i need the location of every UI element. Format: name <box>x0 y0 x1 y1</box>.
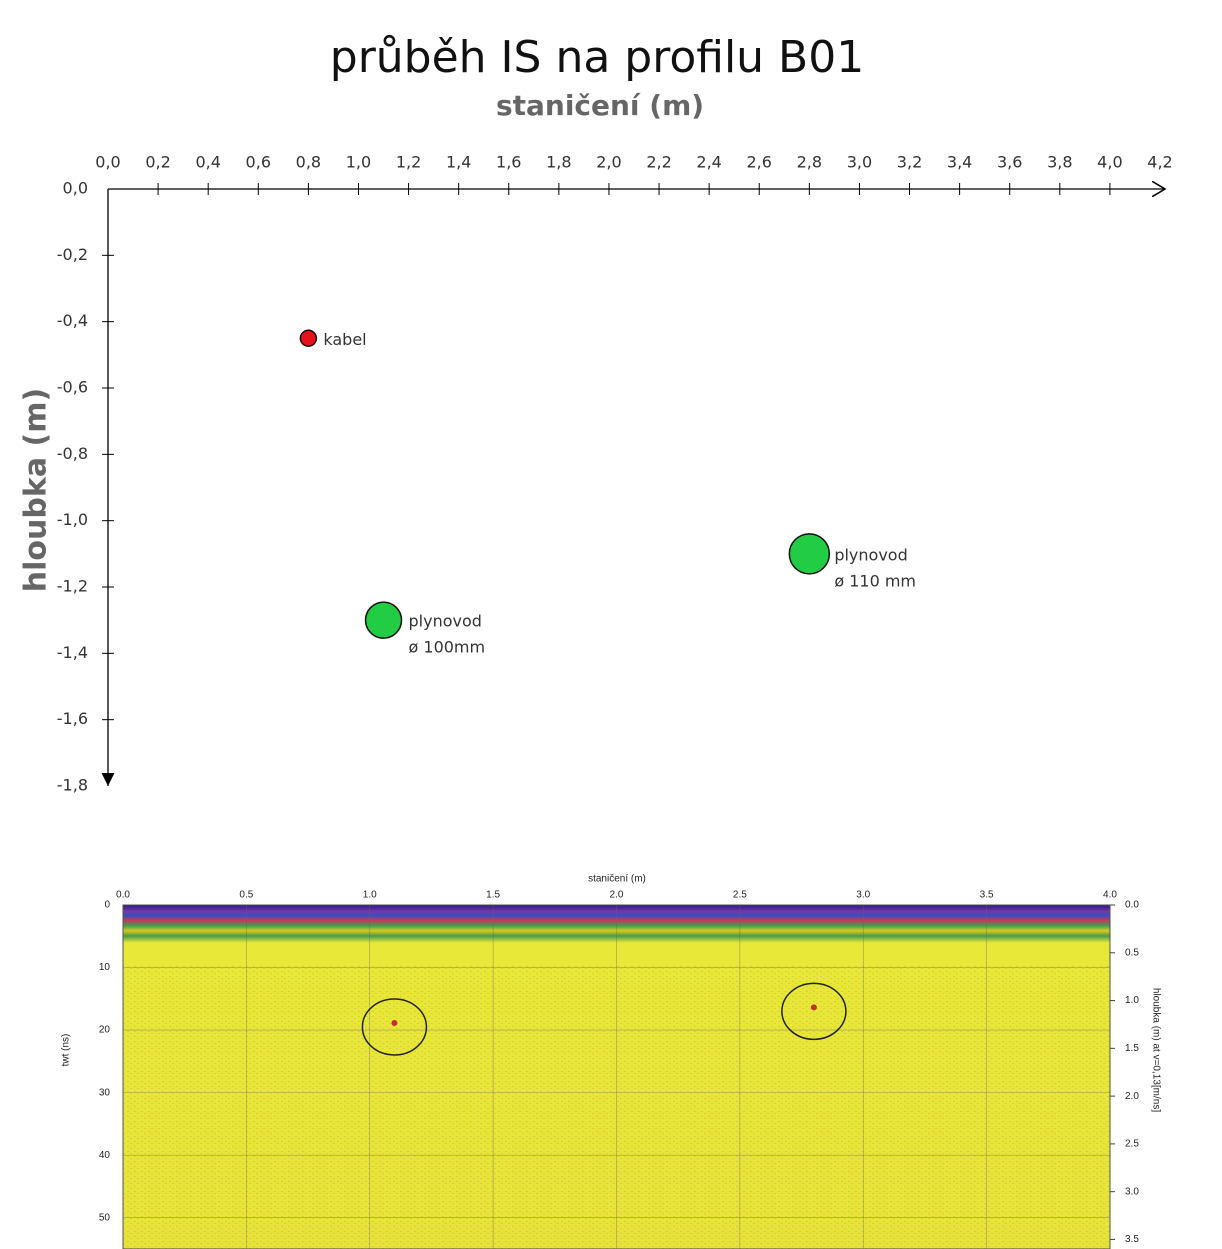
x-axis-label: staničení (m) <box>588 874 646 885</box>
x-tick-label: 2.0 <box>610 890 624 901</box>
x-tick-label: 0,2 <box>145 153 170 172</box>
y2-tick-label: 3.0 <box>1125 1186 1139 1197</box>
x-tick-label: 3,2 <box>897 153 922 172</box>
x-tick-label: 4,2 <box>1147 153 1172 172</box>
x-tick-label: 0,4 <box>195 153 220 172</box>
x-tick-label: 1,6 <box>496 153 521 172</box>
point-annotation: ø 100mm <box>409 638 486 657</box>
y-tick-label: 0,0 <box>63 179 88 198</box>
x-tick-label: 1,2 <box>396 153 421 172</box>
y-tick-label: 40 <box>99 1150 111 1161</box>
x-axis-label: staničení (m) <box>496 89 704 122</box>
radargram: staničení (m) twt (ns) hloubka (m) at v=… <box>61 874 1161 1249</box>
y2-axis-label: hloubka (m) at v=0,13[m/ns] <box>1150 988 1161 1112</box>
point <box>299 329 318 347</box>
y-tick-label: 50 <box>99 1212 111 1223</box>
point-label: plynovod <box>409 612 482 631</box>
x-tick-label: 3,6 <box>997 153 1022 172</box>
profile-chart: průběh IS na profilu B01 staničení (m) h… <box>19 32 1173 795</box>
y-tick-label: -1,0 <box>57 510 88 529</box>
x-tick-label: 4,0 <box>1097 153 1122 172</box>
point-label: plynovod <box>834 545 907 564</box>
y-tick-label: -1,2 <box>57 577 88 596</box>
x-tick-label: 2,4 <box>696 153 721 172</box>
y2-tick-label: 1.0 <box>1125 995 1139 1006</box>
x-tick-label: 3.0 <box>856 890 870 901</box>
y-axis-label: hloubka (m) <box>19 388 54 592</box>
x-tick-label: 1,4 <box>446 153 471 172</box>
point-label: kabel <box>323 330 366 349</box>
x-tick-label: 4.0 <box>1103 890 1117 901</box>
y-tick-label: -1,6 <box>57 709 88 728</box>
x-tick-label: 3,0 <box>847 153 872 172</box>
x-tick-label: 1,0 <box>346 153 371 172</box>
y2-tick-label: 2.5 <box>1125 1139 1139 1150</box>
y-tick-label: -0,4 <box>57 311 88 330</box>
y-tick-label: -0,2 <box>57 245 88 264</box>
x-tick-label: 2,6 <box>747 153 772 172</box>
x-tick-label: 3.5 <box>980 890 994 901</box>
x-tick-label: 3,8 <box>1047 153 1072 172</box>
y-tick-label: 10 <box>99 962 111 973</box>
y2-tick-label: 0.0 <box>1125 900 1139 911</box>
y-tick-label: -0,6 <box>57 378 88 397</box>
point-annotation: ø 110 mm <box>834 571 916 590</box>
hyperbola-apex <box>391 1019 398 1026</box>
point <box>364 601 403 639</box>
y2-tick-label: 3.5 <box>1125 1234 1139 1245</box>
x-tick-label: 3,4 <box>947 153 972 172</box>
x-tick-label: 2,0 <box>596 153 621 172</box>
y-tick-label: -1,8 <box>57 776 88 795</box>
x-tick-label: 0,0 <box>95 153 120 172</box>
x-tick-label: 0.0 <box>116 890 130 901</box>
chart-title: průběh IS na profilu B01 <box>330 32 864 83</box>
y-tick-label: -0,8 <box>57 444 88 463</box>
y-tick-label: -1,4 <box>57 643 88 662</box>
x-tick-label: 0,8 <box>296 153 321 172</box>
x-tick-label: 1.5 <box>486 890 500 901</box>
y-tick-label: 30 <box>99 1087 111 1098</box>
y-tick-label: 0 <box>104 900 110 911</box>
y2-tick-label: 1.5 <box>1125 1043 1139 1054</box>
x-tick-label: 2.5 <box>733 890 747 901</box>
x-tick-label: 1.0 <box>363 890 377 901</box>
point <box>788 533 831 575</box>
hyperbola-apex <box>810 1004 817 1011</box>
target-marker <box>361 998 428 1056</box>
y2-tick-label: 2.0 <box>1125 1091 1139 1102</box>
x-tick-label: 2,8 <box>797 153 822 172</box>
y2-tick-label: 0.5 <box>1125 947 1139 958</box>
y-axis-label: twt (ns) <box>61 1034 72 1067</box>
x-tick-label: 0.5 <box>239 890 253 901</box>
target-marker <box>781 982 847 1041</box>
x-tick-label: 0,6 <box>246 153 271 172</box>
x-tick-label: 2,2 <box>646 153 671 172</box>
x-tick-label: 1,8 <box>546 153 571 172</box>
y-tick-label: 20 <box>99 1025 111 1036</box>
